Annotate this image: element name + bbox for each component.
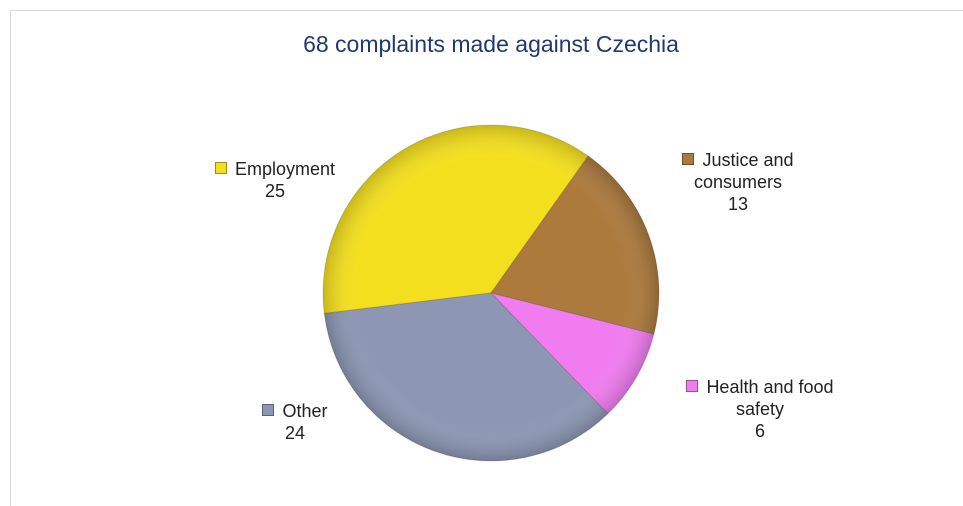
legend-marker	[682, 153, 695, 165]
value-label: 24	[284, 423, 306, 443]
data-label: Health and food safety 6	[655, 376, 865, 442]
data-label: Employment 25	[185, 158, 365, 202]
data-label: Justice and consumers 13	[648, 149, 828, 215]
category-label: Justice and consumers	[693, 150, 794, 192]
category-label: Health and food safety	[706, 377, 834, 419]
label-name-line: Health and food safety	[665, 376, 855, 420]
data-label: Other 24	[240, 400, 350, 444]
legend-marker	[262, 404, 275, 416]
category-label: Other	[282, 401, 328, 421]
value-label: 6	[754, 421, 765, 441]
label-name-line: Other	[262, 400, 328, 422]
value-label: 13	[727, 194, 749, 214]
label-name-line: Employment	[214, 158, 336, 180]
legend-marker	[214, 162, 227, 174]
legend-marker	[686, 380, 699, 392]
label-name-line: Justice and consumers	[663, 149, 813, 193]
value-label: 25	[264, 181, 286, 201]
chart-title: 68 complaints made against Czechia	[303, 31, 679, 57]
frame	[10, 10, 963, 506]
category-label: Employment	[234, 159, 336, 179]
